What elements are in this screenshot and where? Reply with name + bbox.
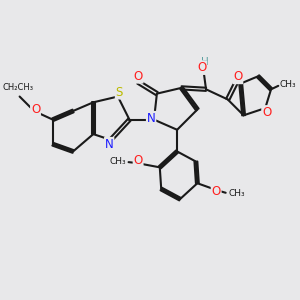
Text: O: O <box>197 61 206 74</box>
Text: S: S <box>116 86 123 99</box>
Text: CH₂CH₃: CH₂CH₃ <box>3 83 34 92</box>
Text: N: N <box>105 138 114 151</box>
Text: CH₃: CH₃ <box>229 189 245 198</box>
Text: O: O <box>212 185 221 198</box>
Text: N: N <box>147 112 155 125</box>
Text: H: H <box>201 57 208 67</box>
Text: O: O <box>233 70 242 83</box>
Text: CH₃: CH₃ <box>110 157 127 166</box>
Text: CH₃: CH₃ <box>279 80 296 89</box>
Text: O: O <box>31 103 40 116</box>
Text: O: O <box>134 154 143 167</box>
Text: O: O <box>262 106 271 119</box>
Text: O: O <box>134 70 143 83</box>
